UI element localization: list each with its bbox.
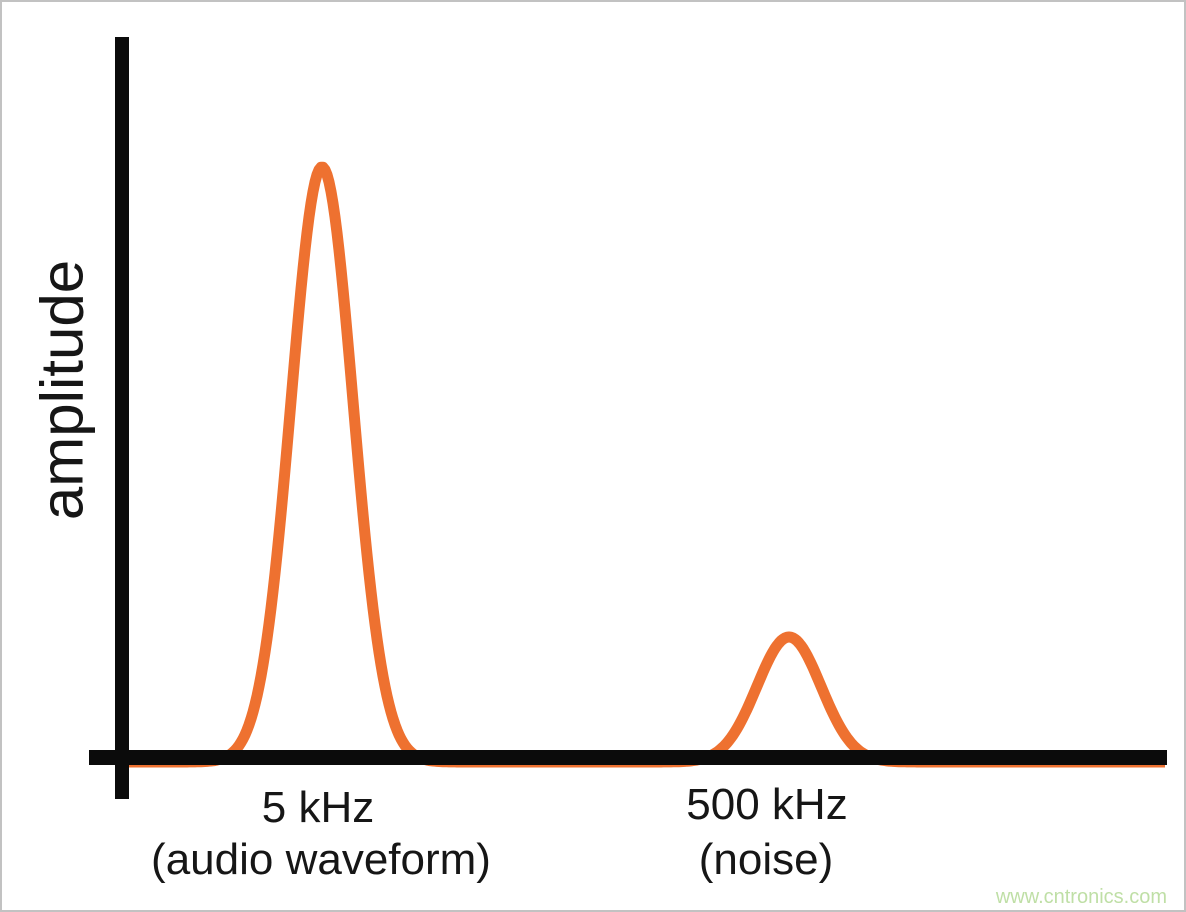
peak2-description-label: (noise) xyxy=(698,835,834,884)
y-axis-label: amplitude xyxy=(28,259,96,521)
watermark-text: www.cntronics.com xyxy=(995,886,1167,908)
x-axis-line xyxy=(89,750,1167,765)
peak1-frequency-label: 5 kHz xyxy=(261,783,375,832)
y-axis-line xyxy=(115,37,129,799)
peak1-description-label: (audio waveform) xyxy=(151,835,491,884)
spectrum-curve xyxy=(119,161,1169,768)
peak2-frequency-label: 500 kHz xyxy=(686,780,848,829)
